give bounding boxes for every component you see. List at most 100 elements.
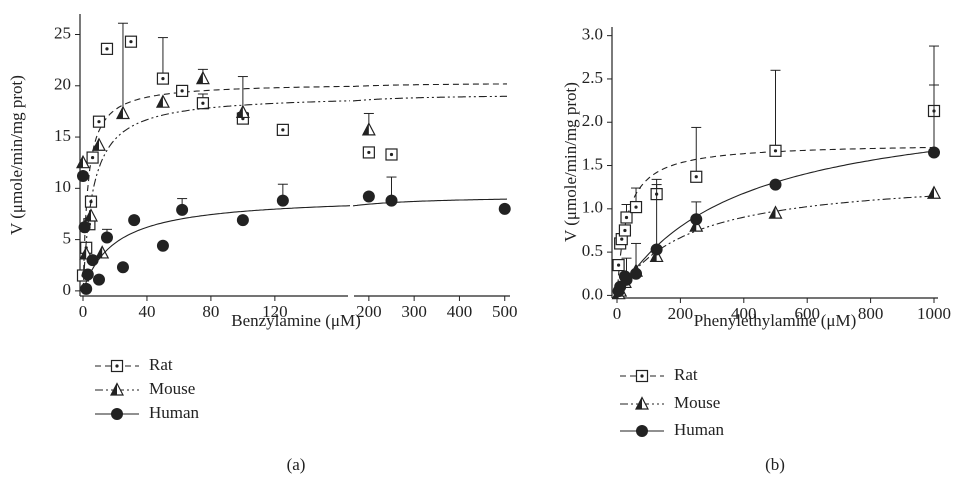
fit-curve [353,83,507,87]
x-axis-label: Benzylamine (μM) [231,311,361,330]
data-point [92,273,105,286]
error-bar [651,184,662,250]
data-point [618,224,632,237]
marker-triangle-fill [636,397,642,409]
x-tick-label: 300 [401,302,427,321]
marker-circle [630,267,643,280]
marker-circle [77,170,89,183]
marker-dot [115,364,119,368]
x-tick-label: 200 [668,304,694,323]
data-point [86,254,99,267]
marker-circle [156,239,169,252]
data-point [176,84,189,98]
marker-triangle-fill [80,247,87,259]
marker-triangle-fill [84,209,91,222]
error-bar [691,126,702,177]
data-point [116,261,129,274]
data-point [84,208,98,222]
marker-dot [694,175,698,179]
marker-triangle-fill [362,123,369,135]
data-point [362,190,375,203]
fit-curve [82,85,350,291]
data-point [176,203,189,216]
legend-label: Rat [674,365,698,384]
marker-circle [362,190,375,203]
data-point [276,194,289,207]
marker-circle [636,425,648,437]
data-point [156,72,170,85]
y-tick-label: 5 [63,229,72,248]
marker-triangle-fill [156,95,163,108]
data-point [195,70,210,85]
y-tick-label: 10 [54,177,71,196]
y-axis-label: V (μmole/min/mg prot) [7,75,26,235]
data-point [385,194,398,207]
data-point [276,123,289,136]
y-tick-label: 0 [63,280,72,299]
marker-circle [385,194,398,207]
error-bar [117,22,128,114]
marker-triangle-fill [196,72,203,84]
marker-dot [105,47,109,51]
y-tick-label: 1.5 [582,154,603,173]
marker-dot [129,40,133,44]
marker-circle [92,273,105,286]
marker-circle [236,214,249,227]
data-point [78,221,91,234]
marker-circle [498,202,511,215]
fit-curve [616,150,935,296]
marker-circle [928,146,940,159]
x-tick-label: 200 [356,302,382,321]
y-tick-label: 0.5 [582,241,603,260]
legend-label: Human [674,420,725,439]
data-point [100,231,113,244]
data-point [86,151,99,164]
y-tick-label: 3.0 [582,25,603,44]
marker-dot [640,374,644,378]
x-axis-label: Phenylethylamine (μM) [694,311,857,330]
x-tick-label: 120 [262,302,288,321]
fit-curve [82,205,351,292]
y-tick-label: 2.5 [582,68,603,87]
marker-circle [650,243,663,256]
data-point [155,94,170,108]
y-tick-label: 1.0 [582,198,603,217]
legend-label: Rat [149,355,173,374]
data-point [236,214,249,227]
data-point [124,35,138,48]
data-point [361,122,376,136]
marker-triangle-fill [111,383,117,395]
marker-circle [176,203,189,216]
x-tick-label: 1000 [917,304,951,323]
y-tick-label: 2.0 [582,111,603,130]
data-point [80,282,93,295]
data-point [362,146,375,159]
data-point [115,105,130,120]
data-point [927,185,941,199]
marker-circle [78,221,91,234]
marker-circle [620,273,633,286]
marker-circle [116,261,129,274]
legend-label: Mouse [149,379,195,398]
marker-dot [773,149,778,153]
data-point [100,42,114,55]
marker-dot [97,120,101,124]
marker-triangle-fill [769,206,776,219]
marker-dot [161,77,165,81]
fit-curve [352,198,508,207]
marker-triangle-fill [116,106,123,119]
marker-triangle-fill [96,246,103,258]
fit-curve [616,146,934,296]
panel-label: (a) [287,455,306,474]
data-point [156,239,169,252]
fit-curve [352,95,507,102]
data-point [629,200,643,214]
data-point [620,211,633,224]
data-point [630,267,643,280]
x-tick-label: 40 [138,302,155,321]
x-tick-label: 400 [447,302,473,321]
data-point [110,359,124,373]
panel-label: (b) [765,455,785,474]
x-tick-label: 0 [613,304,622,323]
